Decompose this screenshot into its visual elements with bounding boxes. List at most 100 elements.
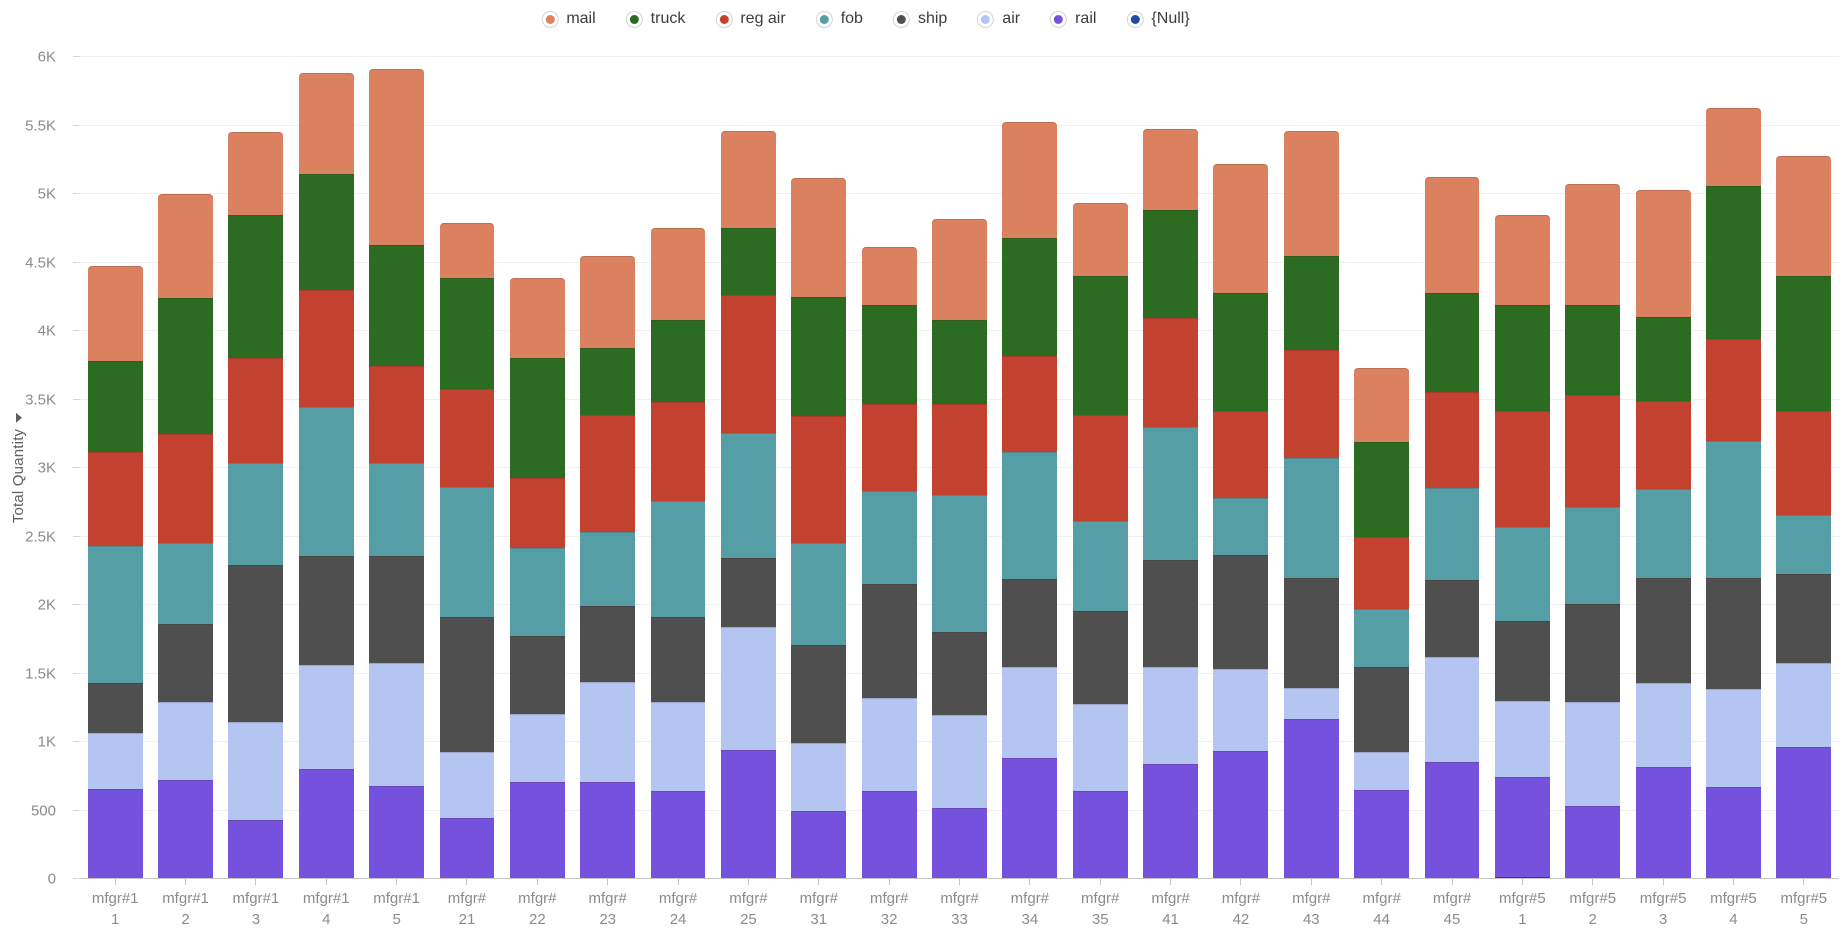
legend-item-air[interactable]: air: [977, 10, 1020, 28]
segment-fob[interactable]: [1776, 515, 1832, 574]
segment-truck[interactable]: [1143, 209, 1198, 319]
segment-rail[interactable]: [1213, 750, 1269, 879]
stacked-bar[interactable]: [228, 57, 284, 879]
segment-mail[interactable]: [369, 69, 425, 245]
segment-air[interactable]: [650, 701, 706, 791]
segment-mail[interactable]: [720, 131, 776, 228]
stacked-bar[interactable]: [439, 57, 495, 879]
segment-truck[interactable]: [1635, 317, 1691, 401]
segment-mail[interactable]: [1565, 183, 1621, 306]
segment-truck[interactable]: [1706, 185, 1761, 340]
stacked-bar[interactable]: [1354, 57, 1410, 879]
segment-mail[interactable]: [1072, 202, 1128, 277]
segment-ship[interactable]: [1494, 620, 1550, 701]
segment-fob[interactable]: [1072, 520, 1128, 612]
segment-truck[interactable]: [439, 278, 495, 389]
segment-truck[interactable]: [1283, 255, 1339, 351]
segment-reg_air[interactable]: [932, 403, 987, 495]
segment-reg_air[interactable]: [1213, 411, 1269, 499]
segment-rail[interactable]: [1776, 747, 1832, 879]
segment-rail[interactable]: [791, 811, 847, 879]
segment-truck[interactable]: [1776, 275, 1832, 412]
segment-rail[interactable]: [87, 788, 143, 879]
segment-ship[interactable]: [1706, 577, 1761, 689]
segment-air[interactable]: [1072, 703, 1128, 792]
stacked-bar[interactable]: [650, 57, 706, 879]
segment-air[interactable]: [298, 665, 354, 769]
segment-fob[interactable]: [1565, 507, 1621, 604]
y-axis-title[interactable]: Total Quantity: [10, 412, 27, 523]
segment-fob[interactable]: [228, 462, 284, 565]
segment-reg_air[interactable]: [158, 434, 213, 544]
stacked-bar[interactable]: [1072, 57, 1128, 879]
segment-truck[interactable]: [720, 227, 776, 295]
stacked-bar[interactable]: [1706, 57, 1761, 879]
segment-air[interactable]: [1143, 667, 1198, 764]
segment-mail[interactable]: [1776, 156, 1832, 276]
segment-mail[interactable]: [650, 227, 706, 321]
segment-truck[interactable]: [1565, 305, 1621, 396]
segment-truck[interactable]: [791, 297, 847, 416]
segment-fob[interactable]: [791, 542, 847, 646]
segment-reg_air[interactable]: [1354, 536, 1410, 610]
legend-item-reg_air[interactable]: reg air: [715, 10, 786, 28]
segment-ship[interactable]: [720, 558, 776, 627]
segment-air[interactable]: [1494, 700, 1550, 777]
segment-mail[interactable]: [1143, 128, 1198, 210]
segment-air[interactable]: [1635, 683, 1691, 767]
segment-air[interactable]: [1776, 662, 1832, 748]
stacked-bar[interactable]: [861, 57, 917, 879]
segment-ship[interactable]: [1635, 577, 1691, 684]
segment-fob[interactable]: [932, 494, 987, 632]
segment-fob[interactable]: [1354, 609, 1410, 668]
segment-fob[interactable]: [720, 433, 776, 559]
segment-reg_air[interactable]: [1424, 392, 1480, 488]
segment-reg_air[interactable]: [439, 388, 495, 488]
segment-rail[interactable]: [369, 785, 425, 879]
segment-rail[interactable]: [1424, 761, 1480, 879]
segment-mail[interactable]: [580, 255, 636, 349]
segment-rail[interactable]: [1635, 766, 1691, 879]
segment-reg_air[interactable]: [369, 365, 425, 463]
segment-reg_air[interactable]: [720, 294, 776, 434]
segment-reg_air[interactable]: [861, 403, 917, 491]
segment-fob[interactable]: [439, 487, 495, 618]
segment-reg_air[interactable]: [1635, 400, 1691, 489]
segment-fob[interactable]: [158, 543, 213, 624]
segment-fob[interactable]: [1283, 458, 1339, 578]
segment-mail[interactable]: [298, 72, 354, 175]
segment-fob[interactable]: [580, 532, 636, 606]
segment-air[interactable]: [932, 715, 987, 809]
segment-ship[interactable]: [1072, 611, 1128, 704]
segment-ship[interactable]: [1283, 577, 1339, 688]
segment-ship[interactable]: [861, 584, 917, 699]
segment-mail[interactable]: [791, 178, 847, 298]
segment-reg_air[interactable]: [791, 415, 847, 543]
segment-truck[interactable]: [650, 320, 706, 403]
segment-air[interactable]: [1002, 666, 1058, 759]
segment-truck[interactable]: [1424, 292, 1480, 393]
segment-reg_air[interactable]: [228, 358, 284, 463]
segment-mail[interactable]: [158, 194, 213, 298]
legend-item-rail[interactable]: rail: [1050, 10, 1096, 28]
segment-fob[interactable]: [298, 407, 354, 557]
segment-air[interactable]: [509, 713, 565, 783]
segment-reg_air[interactable]: [298, 289, 354, 408]
segment-rail[interactable]: [1072, 791, 1128, 879]
segment-reg_air[interactable]: [1002, 355, 1058, 453]
segment-truck[interactable]: [1002, 237, 1058, 356]
segment-rail[interactable]: [861, 791, 917, 879]
stacked-bar[interactable]: [1002, 57, 1058, 879]
legend-item-ship[interactable]: ship: [892, 10, 947, 28]
segment-rail[interactable]: [580, 782, 636, 879]
stacked-bar[interactable]: [1494, 57, 1550, 879]
segment-reg_air[interactable]: [1565, 395, 1621, 508]
segment-rail[interactable]: [1565, 806, 1621, 879]
segment-air[interactable]: [580, 682, 636, 783]
segment-ship[interactable]: [1354, 667, 1410, 753]
segment-fob[interactable]: [1424, 487, 1480, 580]
segment-mail[interactable]: [861, 247, 917, 306]
stacked-bar[interactable]: [1143, 57, 1198, 879]
stacked-bar[interactable]: [580, 57, 636, 879]
segment-mail[interactable]: [1635, 189, 1691, 318]
